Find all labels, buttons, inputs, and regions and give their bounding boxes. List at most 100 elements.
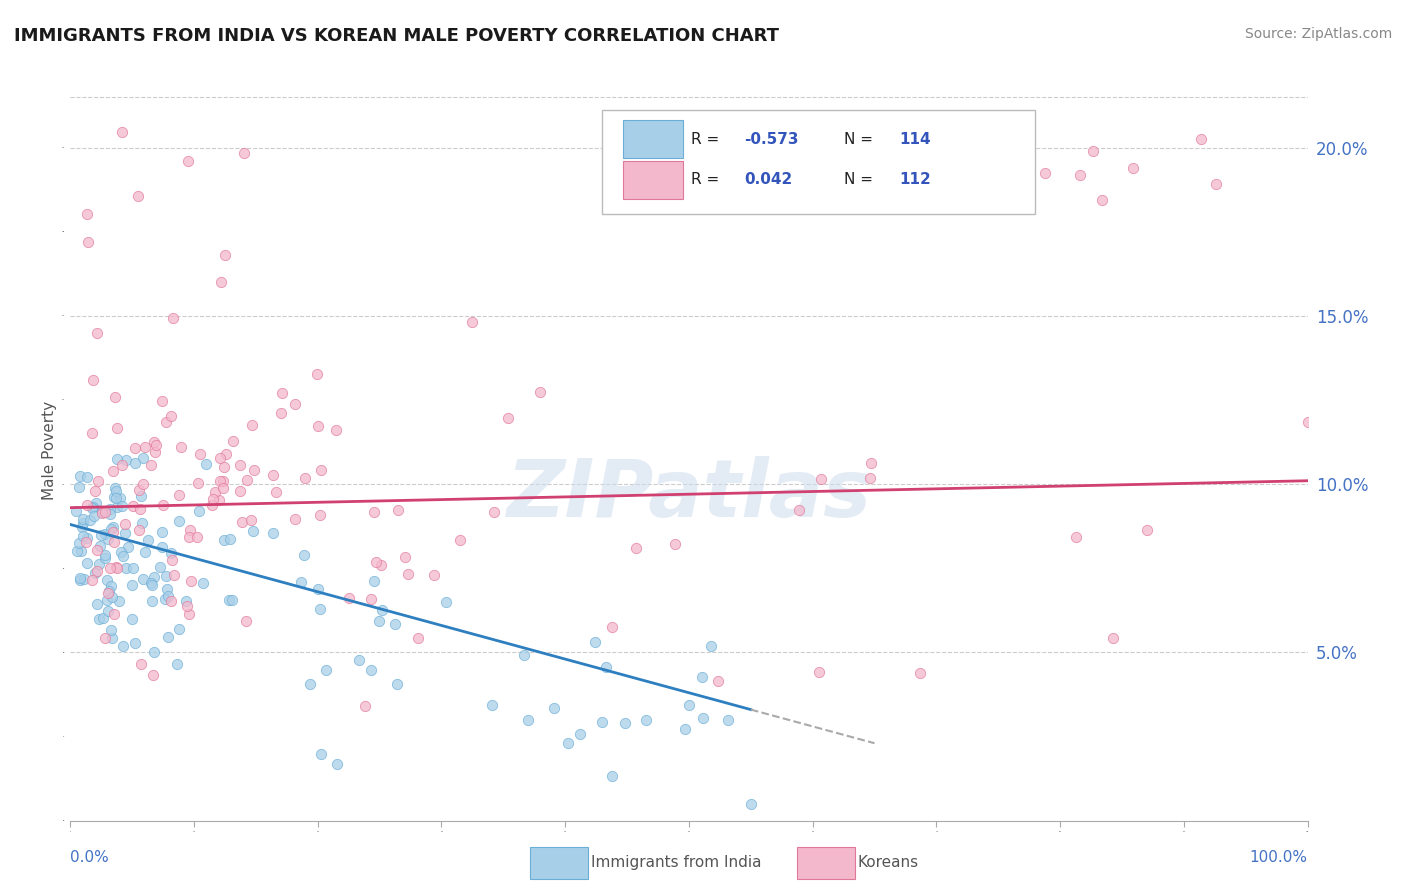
Point (307, 582, 329, 597)
Point (208, 450, 231, 465)
Point (103, 607, 125, 621)
Point (112, 639, 135, 653)
Point (132, 451, 155, 466)
Text: 0.042: 0.042 (745, 172, 793, 187)
Point (309, 463, 332, 477)
Point (129, 489, 152, 503)
Point (364, 555, 387, 569)
Point (69, 571, 91, 585)
Point (187, 504, 209, 518)
Point (134, 440, 156, 454)
Point (298, 676, 321, 690)
Point (94, 505, 117, 519)
Point (208, 493, 231, 508)
Point (87, 475, 110, 489)
Point (212, 474, 235, 488)
Point (103, 490, 125, 504)
Point (87, 612, 110, 626)
Point (204, 485, 226, 500)
Point (810, 472, 832, 486)
Point (156, 582, 179, 597)
Point (221, 593, 243, 607)
Point (270, 406, 292, 420)
Point (86, 496, 108, 510)
Point (177, 607, 200, 621)
Point (105, 484, 128, 499)
Point (262, 467, 284, 482)
Point (167, 622, 190, 636)
Point (242, 524, 264, 538)
Point (859, 471, 882, 485)
FancyBboxPatch shape (602, 110, 1035, 213)
Text: -0.573: -0.573 (745, 131, 799, 146)
Point (240, 513, 263, 527)
Point (80, 573, 103, 587)
Point (481, 698, 503, 713)
Point (111, 125, 134, 139)
Point (624, 541, 647, 555)
Point (105, 500, 128, 514)
Point (72, 529, 94, 543)
Point (354, 698, 377, 713)
Point (595, 660, 617, 674)
Point (98, 508, 121, 522)
Point (170, 440, 193, 454)
Point (167, 488, 190, 502)
Point (160, 409, 183, 423)
Point (69, 469, 91, 483)
Point (370, 558, 392, 572)
Point (690, 670, 713, 684)
Point (236, 473, 259, 487)
Point (76, 498, 98, 512)
Point (91, 506, 114, 520)
Point (363, 505, 385, 519)
Point (673, 722, 696, 736)
Point (583, 635, 606, 649)
Point (153, 592, 176, 607)
Point (100, 523, 122, 537)
Text: 114: 114 (900, 131, 931, 146)
Point (97, 584, 120, 599)
Text: Immigrants from India: Immigrants from India (591, 855, 761, 870)
Point (516, 713, 538, 727)
Point (94, 548, 117, 562)
Point (79, 513, 101, 527)
Point (75, 535, 97, 549)
Point (717, 713, 740, 727)
Point (176, 154, 198, 169)
Point (484, 505, 506, 519)
Point (141, 594, 163, 608)
Point (155, 416, 177, 430)
Point (111, 458, 134, 472)
Point (76, 235, 98, 249)
Point (529, 384, 551, 399)
Point (72, 572, 94, 586)
Point (613, 715, 636, 730)
Point (150, 393, 173, 408)
Point (150, 541, 173, 555)
Point (94, 527, 117, 541)
Point (104, 560, 127, 574)
Point (72, 512, 94, 526)
Point (179, 530, 201, 544)
Point (307, 367, 329, 381)
Point (114, 517, 136, 532)
Point (240, 418, 263, 433)
Point (370, 603, 392, 617)
Point (1296, 415, 1319, 429)
Point (76, 556, 98, 570)
Point (105, 421, 128, 435)
Point (141, 577, 163, 591)
Point (307, 419, 329, 434)
Point (124, 456, 146, 470)
Point (591, 714, 613, 729)
Point (103, 464, 125, 478)
Point (1081, 145, 1104, 159)
Text: Koreans: Koreans (858, 855, 918, 870)
Point (82, 500, 104, 514)
Point (66, 543, 89, 558)
Point (97, 533, 120, 547)
Point (201, 498, 224, 512)
Point (1033, 166, 1056, 180)
Point (93, 631, 115, 645)
